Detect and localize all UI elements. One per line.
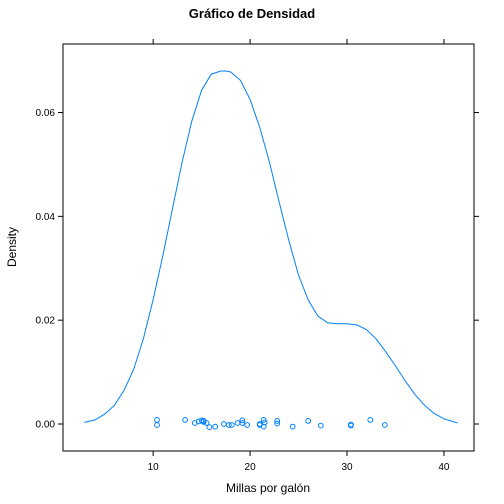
data-point — [212, 423, 219, 430]
data-point — [200, 419, 207, 425]
y-tick-label: 0.04 — [36, 212, 56, 223]
y-axis: 0.00 0.02 0.04 0.06 — [36, 108, 479, 431]
data-point — [289, 423, 296, 430]
data-point — [203, 420, 210, 426]
data-point — [261, 419, 268, 426]
x-axis: 10 20 30 40 — [148, 39, 450, 473]
data-point — [274, 420, 281, 427]
data-point — [154, 417, 160, 423]
data-point — [182, 417, 189, 423]
chart-title: Gráfico de Densidad — [189, 6, 315, 21]
plot-panel — [62, 43, 475, 452]
data-point — [317, 422, 324, 429]
y-tick-label: 0.00 — [36, 420, 56, 431]
data-point — [228, 422, 235, 428]
data-points — [154, 417, 388, 431]
x-tick-label: 30 — [341, 462, 353, 473]
data-point — [305, 418, 312, 424]
data-point — [239, 417, 246, 424]
data-point — [154, 422, 160, 428]
data-point — [221, 421, 227, 427]
data-point — [225, 422, 232, 428]
data-point — [244, 422, 251, 428]
y-axis-label: Density — [5, 227, 19, 267]
data-point — [260, 417, 267, 423]
x-tick-label: 40 — [438, 462, 450, 473]
density-curve — [84, 70, 458, 424]
data-point — [381, 422, 388, 428]
x-tick-label: 10 — [148, 462, 160, 473]
data-point — [348, 422, 354, 429]
x-axis-label: Millas por galón — [226, 481, 310, 495]
data-point — [367, 417, 374, 423]
data-point — [234, 420, 241, 426]
data-point — [206, 424, 213, 431]
data-point — [274, 418, 281, 424]
y-tick-label: 0.06 — [36, 108, 56, 119]
data-point — [239, 420, 246, 426]
y-tick-label: 0.02 — [36, 316, 56, 327]
x-tick-label: 20 — [245, 462, 257, 473]
